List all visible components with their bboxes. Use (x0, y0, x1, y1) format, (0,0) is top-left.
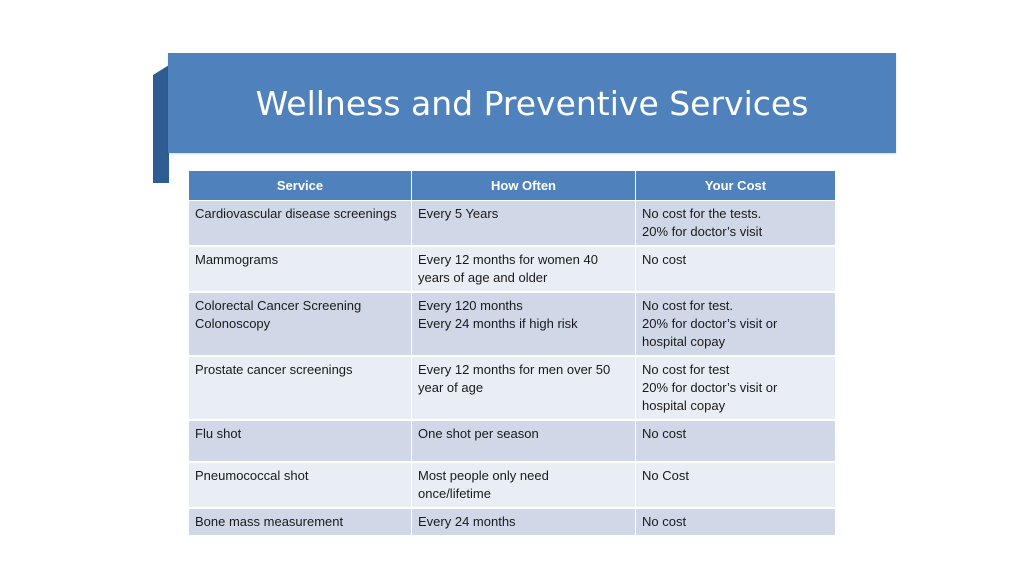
service-cell: Cardiovascular disease screenings (188, 200, 412, 247)
service-cell: Colorectal Cancer Screening Colonoscopy (188, 291, 412, 357)
how-often-cell-line: Every 24 months (418, 514, 516, 529)
cost-cell: No cost for test 20% for doctor’s visit o… (635, 355, 836, 421)
cost-cell-line: hospital copay (642, 334, 726, 349)
service-cell: Prostate cancer screenings (188, 355, 412, 421)
services-table: Service How Often Your Cost Cardiovascul… (188, 170, 836, 537)
service-cell-line: Prostate cancer screenings (195, 362, 353, 377)
how-often-cell: Every 5 Years (411, 200, 636, 247)
page-title: Wellness and Preventive Services (255, 83, 809, 123)
cost-cell: No cost (635, 507, 836, 537)
header-your-cost: Your Cost (635, 170, 836, 201)
service-cell: Mammograms (188, 245, 412, 293)
table-row: Prostate cancer screenings Every 12 month… (188, 355, 836, 421)
service-cell-line: Cardiovascular disease screenings (195, 206, 397, 221)
cost-cell-line: No cost for the tests. (642, 206, 762, 221)
service-cell: Pneumococcal shot (188, 461, 412, 509)
cost-cell-line: hospital copay (642, 398, 726, 413)
table-row: Colorectal Cancer Screening Colonoscopy Ev… (188, 291, 836, 357)
cost-cell: No cost for the tests. 20% for doctor’s v… (635, 200, 836, 247)
service-cell-line: Flu shot (195, 426, 242, 441)
how-often-cell: Every 24 months (411, 507, 636, 537)
how-often-cell-line: once/lifetime (418, 486, 491, 501)
how-often-cell: One shot per season (411, 419, 636, 463)
cost-cell: No Cost (635, 461, 836, 509)
table-body: Cardiovascular disease screenings Every 5… (188, 200, 836, 537)
cost-cell-line: 20% for doctor’s visit (642, 224, 763, 239)
table-row: Cardiovascular disease screenings Every 5… (188, 200, 836, 247)
title-banner: Wellness and Preventive Services (168, 53, 896, 153)
table-row: Pneumococcal shot Most people only need on… (188, 461, 836, 509)
cost-cell-line: No cost (642, 514, 687, 529)
service-cell: Bone mass measurement (188, 507, 412, 537)
table-header-row: Service How Often Your Cost (188, 170, 836, 201)
how-often-cell-line: Every 12 months for men over 50 (418, 362, 611, 377)
table-row: Bone mass measurement Every 24 months No c… (188, 507, 836, 537)
how-often-cell-line: Most people only need (418, 468, 549, 483)
cost-cell: No cost (635, 419, 836, 463)
cost-cell-line: No cost for test (642, 362, 730, 377)
service-cell-line: Colonoscopy (195, 316, 271, 331)
banner-fold-top (153, 65, 169, 75)
how-often-cell-line: Every 5 Years (418, 206, 499, 221)
how-often-cell: Every 12 months for women 40 years of age… (411, 245, 636, 293)
header-service: Service (188, 170, 412, 201)
how-often-cell-line: Every 12 months for women 40 (418, 252, 598, 267)
cost-cell-line: No cost for test. (642, 298, 734, 313)
header-how-often: How Often (411, 170, 636, 201)
how-often-cell-line: Every 120 months (418, 298, 523, 313)
service-cell-line: Mammograms (195, 252, 279, 267)
cost-cell-line: No cost (642, 426, 687, 441)
cost-cell-line: 20% for doctor’s visit or (642, 380, 778, 395)
how-often-cell-line: One shot per season (418, 426, 539, 441)
table-row: Mammograms Every 12 months for women 40 ye… (188, 245, 836, 293)
service-cell: Flu shot (188, 419, 412, 463)
how-often-cell-line: years of age and older (418, 270, 548, 285)
service-cell-line: Pneumococcal shot (195, 468, 309, 483)
cost-cell-line: No cost (642, 252, 687, 267)
how-often-cell: Every 120 months Every 24 months if high … (411, 291, 636, 357)
cost-cell: No cost (635, 245, 836, 293)
banner-fold-side (153, 75, 169, 183)
cost-cell: No cost for test. 20% for doctor’s visit … (635, 291, 836, 357)
table-row: Flu shot One shot per season No cost (188, 419, 836, 463)
how-often-cell-line: year of age (418, 380, 484, 395)
how-often-cell: Most people only need once/lifetime (411, 461, 636, 509)
how-often-cell-line: Every 24 months if high risk (418, 316, 578, 331)
cost-cell-line: 20% for doctor’s visit or (642, 316, 778, 331)
service-cell-line: Bone mass measurement (195, 514, 344, 529)
how-often-cell: Every 12 months for men over 50 year of a… (411, 355, 636, 421)
cost-cell-line: No Cost (642, 468, 689, 483)
service-cell-line: Colorectal Cancer Screening (195, 298, 362, 313)
